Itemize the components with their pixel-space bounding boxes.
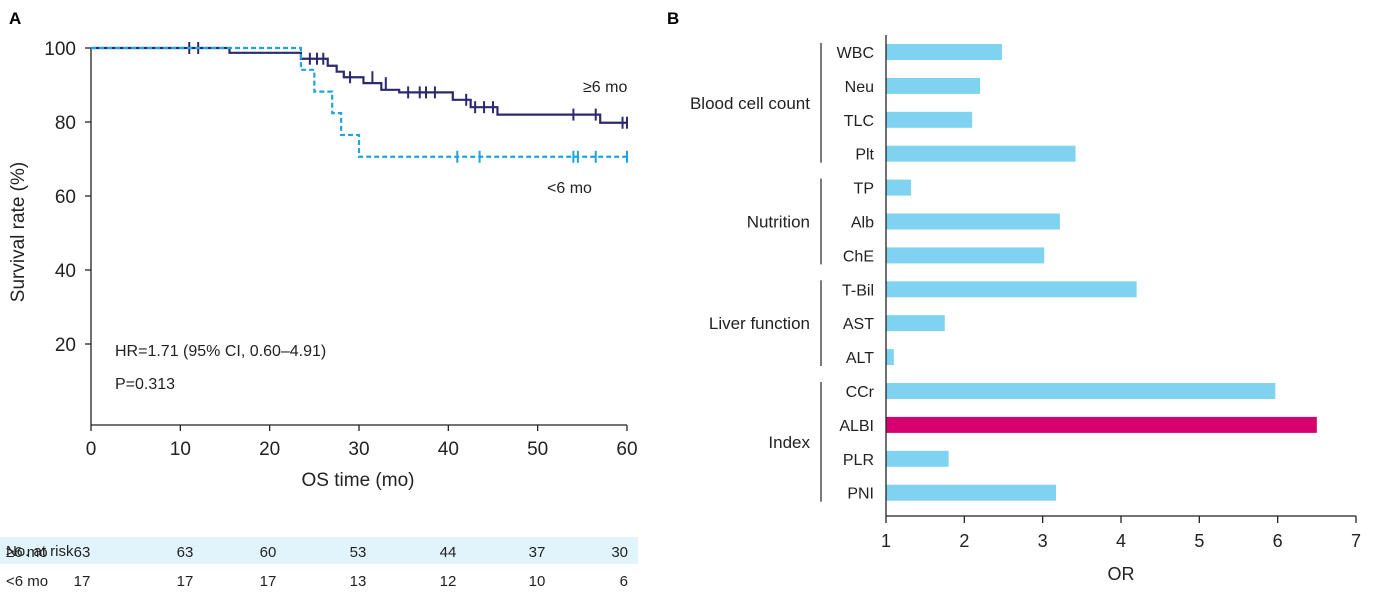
- or-x-tick-label: 4: [1116, 531, 1126, 551]
- risk-row-label: <6 mo: [6, 573, 48, 590]
- risk-cell: 17: [74, 573, 91, 590]
- or-bar-t-bil: [886, 281, 1137, 298]
- risk-cell: 37: [529, 544, 546, 561]
- series-label-ge6mo: ≥6 mo: [583, 79, 627, 96]
- km-x-tick-label: 40: [438, 439, 459, 460]
- hr-annotation: HR=1.71 (95% CI, 0.60–4.91): [115, 343, 326, 360]
- risk-row-label: ≥6 mo: [6, 544, 48, 561]
- km-series-group: [91, 42, 628, 163]
- km-y-tick-label: 20: [55, 335, 76, 356]
- risk-cell: 17: [177, 573, 194, 590]
- risk-cell: 63: [74, 544, 91, 561]
- risk-cell: 44: [440, 544, 457, 561]
- panel-a-letter: A: [9, 9, 21, 28]
- or-axes: 1 2 3 4 5 6 7: [881, 35, 1361, 551]
- km-x-tick-label: 30: [348, 439, 369, 460]
- or-category-label: AST: [843, 316, 874, 333]
- or-category-label: WBC: [837, 45, 874, 62]
- or-bar-ccr: [886, 383, 1276, 399]
- or-category-label: TP: [854, 181, 874, 198]
- or-category-label: ALT: [846, 350, 874, 367]
- or-category-label: PLR: [843, 452, 874, 469]
- or-bar-che: [886, 247, 1045, 264]
- risk-table-rows: ≥6 mo 63 63 60 53 44 37 30 <6 mo 17 17 17 13 12 10 6: [6, 544, 628, 590]
- or-bar-neu: [886, 77, 980, 94]
- risk-cell: 13: [350, 573, 367, 590]
- or-bar-plr: [886, 450, 949, 467]
- risk-table-title: No. at risk: [6, 543, 74, 560]
- or-bar-alt: [886, 349, 894, 366]
- risk-cell: 30: [611, 544, 628, 561]
- or-x-tick-label: 1: [881, 531, 891, 551]
- or-x-tick-label: 3: [1038, 531, 1048, 551]
- or-category-label: Plt: [855, 147, 874, 164]
- or-category-label: CCr: [846, 384, 875, 401]
- panel-b-or-bar-chart: B WBC Neu TLC Plt Blood cell count TP Alb ChE Nu…: [667, 9, 1361, 584]
- group-label: Index: [768, 433, 810, 452]
- km-x-tick-label: 20: [259, 439, 280, 460]
- or-bar-plt: [886, 145, 1076, 162]
- or-x-axis-title: OR: [1108, 564, 1135, 584]
- km-y-tick-label: 40: [55, 261, 76, 282]
- or-category-label: PNI: [847, 486, 874, 503]
- panel-b-letter: B: [667, 9, 679, 28]
- or-bar-pni: [886, 484, 1056, 501]
- or-x-tick-label: 7: [1351, 531, 1361, 551]
- group-label: Blood cell count: [690, 94, 810, 113]
- or-category-label: ChE: [843, 248, 874, 265]
- group-label: Liver function: [709, 314, 810, 333]
- or-category-label: Alb: [851, 215, 874, 232]
- km-x-tick-label: 50: [527, 439, 548, 460]
- or-category-label: T-Bil: [842, 282, 874, 299]
- or-x-tick-label: 2: [959, 531, 969, 551]
- or-bar-alb: [886, 213, 1060, 230]
- risk-cell: 12: [440, 573, 457, 590]
- risk-cell: 53: [350, 544, 367, 561]
- km-axes: 0 10 20 30 40 50 60 20 40 60 80 100: [44, 39, 637, 460]
- km-x-axis-title: OS time (mo): [302, 470, 415, 491]
- or-bar-ast: [886, 315, 945, 332]
- or-bar-tp: [886, 179, 912, 196]
- risk-cell: 63: [177, 544, 194, 561]
- risk-cell: 6: [620, 573, 628, 590]
- or-bars-group: WBC Neu TLC Plt Blood cell count TP Alb ChE Nutr…: [690, 43, 1317, 503]
- km-curve-lt6mo: [91, 46, 627, 158]
- km-curve-ge6mo: [91, 46, 627, 124]
- km-y-tick-label: 100: [44, 39, 76, 60]
- risk-cell: 17: [260, 573, 277, 590]
- km-x-tick-label: 10: [170, 439, 191, 460]
- or-category-label: ALBI: [839, 418, 874, 435]
- km-x-tick-label: 0: [86, 439, 97, 460]
- risk-cell: 60: [260, 544, 277, 561]
- or-bar-wbc: [886, 44, 1002, 60]
- or-bar-albi: [886, 416, 1317, 433]
- risk-table-header-bg: [0, 537, 638, 564]
- km-y-axis-title: Survival rate (%): [8, 162, 29, 302]
- group-label: Nutrition: [747, 213, 810, 232]
- or-x-tick-label: 6: [1273, 531, 1283, 551]
- km-x-tick-label: 60: [616, 439, 637, 460]
- p-value-annotation: P=0.313: [115, 376, 175, 393]
- km-y-tick-label: 60: [55, 187, 76, 208]
- series-label-lt6mo: <6 mo: [547, 180, 592, 197]
- risk-cell: 10: [529, 573, 546, 590]
- or-category-label: TLC: [844, 113, 874, 130]
- km-y-tick-label: 80: [55, 113, 76, 134]
- or-bar-tlc: [886, 111, 973, 128]
- or-category-label: Neu: [845, 79, 874, 96]
- or-x-tick-label: 5: [1194, 531, 1204, 551]
